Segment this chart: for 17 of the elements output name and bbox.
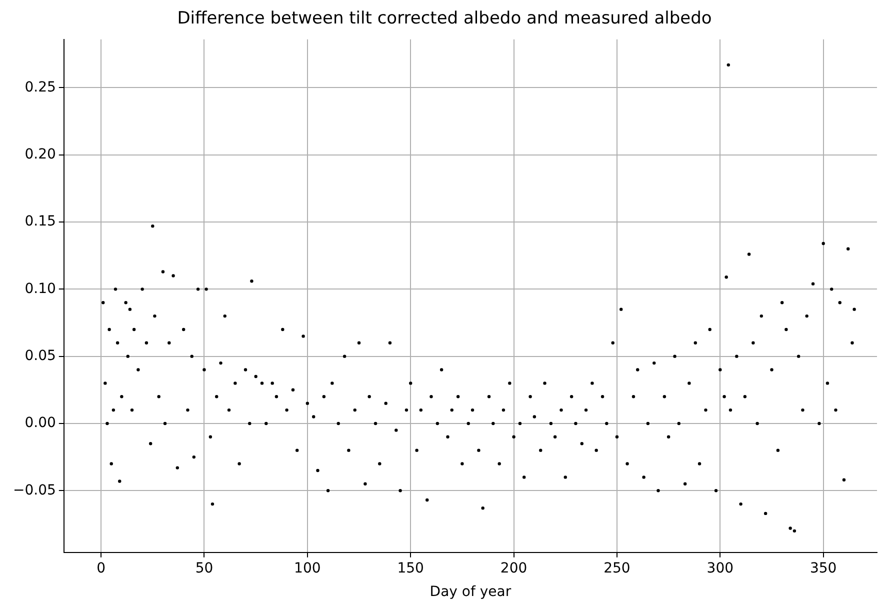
x-tick-label: 200 xyxy=(500,560,528,576)
y-tick-label: 0.05 xyxy=(24,348,56,364)
y-tick-label: 0.15 xyxy=(24,214,56,230)
x-tick-label: 300 xyxy=(706,560,734,576)
x-tick-label: 0 xyxy=(96,560,106,576)
y-tick-label: −0.05 xyxy=(12,482,56,498)
chart-title: Difference between tilt corrected albedo and measured albedo xyxy=(177,8,712,29)
x-tick-label: 250 xyxy=(604,560,630,576)
y-tick-label: 0.10 xyxy=(24,280,56,297)
x-tick-label: 50 xyxy=(195,560,214,576)
x-tick-label: 150 xyxy=(397,560,424,576)
x-axis-title: Day of year xyxy=(430,584,512,600)
y-tick-label: 0.00 xyxy=(24,415,56,432)
x-tick-label: 350 xyxy=(810,560,837,576)
x-tick-label: 100 xyxy=(294,560,321,576)
y-tick-label: 0.25 xyxy=(24,79,56,96)
y-tick-label: 0.20 xyxy=(24,146,56,163)
